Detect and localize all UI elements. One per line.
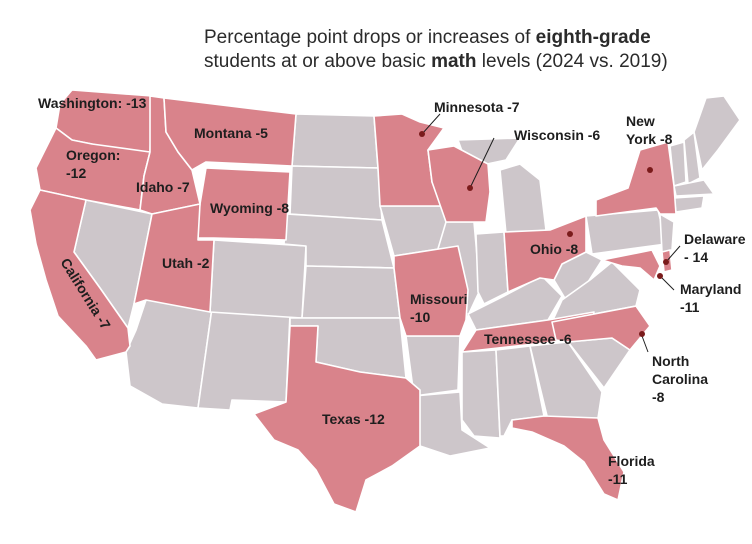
state-new-york [595,141,677,217]
state-north-dakota [291,113,379,169]
state-texas [253,325,421,513]
state-florida [511,415,625,501]
state-north-carolina [551,305,651,351]
label-north-carolina-3: -8 [652,389,665,405]
state-wisconsin [427,145,491,223]
title-bold-2: math [431,51,477,72]
state-maine [693,95,741,171]
state-montana [163,97,297,171]
label-florida-1: Florida [608,453,655,469]
label-texas: Texas -12 [322,411,385,427]
title-bold-1: eighth-grade [535,27,651,48]
state-kansas [301,265,401,319]
label-montana: Montana -5 [194,125,268,141]
markers [419,113,681,353]
label-florida-2: -11 [608,471,628,487]
maryland-leader [659,275,675,291]
label-new-york-2: York -8 [626,131,673,147]
ohio-dot [567,231,573,237]
state-california [29,189,131,361]
state-pennsylvania [585,209,667,255]
new-york-dot [647,167,653,173]
state-mississippi [461,349,501,439]
label-wyoming: Wyoming -8 [210,200,289,216]
state-south-dakota [289,165,383,221]
wisconsin-dot [467,185,473,191]
state-massachusetts [673,179,715,197]
title-part-1: Percentage point drops or increases of [204,27,536,48]
minnesota-dot [419,131,425,137]
label-delaware-1: Delaware [684,231,746,247]
gray-states [73,95,741,457]
label-idaho: Idaho -7 [136,179,190,195]
state-georgia [529,341,603,421]
label-oregon-1: Oregon: [66,147,120,163]
label-oregon-2: -12 [66,165,86,181]
label-utah: Utah -2 [162,255,210,271]
label-new-york-1: New [626,113,655,129]
label-washington: Washington: -13 [38,95,147,111]
state-new-jersey [659,213,675,253]
label-tennessee: Tennessee -6 [484,331,572,347]
title-part-3: levels (2024 vs. 2019) [476,51,668,72]
maryland-dot [657,273,663,279]
state-maryland [601,249,661,281]
minnesota-leader [421,113,441,135]
state-connecticut-ri [673,195,705,213]
label-north-carolina-1: North [652,353,689,369]
label-maryland-2: -11 [680,299,700,315]
north-carolina-leader [641,335,649,353]
map-title: Percentage point drops or increases of e… [204,26,724,74]
label-missouri-1: Missouri [410,291,468,307]
delaware-leader [665,245,681,263]
label-wisconsin: Wisconsin -6 [514,127,600,143]
state-arizona [125,299,213,409]
title-part-2: students at or above basic [204,51,432,72]
state-utah [133,203,215,313]
state-missouri [393,245,469,337]
state-ohio [503,215,587,293]
wisconsin-leader [469,137,495,189]
state-colorado [209,239,307,319]
label-minnesota: Minnesota -7 [434,99,520,115]
north-carolina-dot [639,331,645,337]
label-ohio: Ohio -8 [530,241,578,257]
label-maryland-1: Maryland [680,281,741,297]
state-new-hampshire [683,131,701,185]
state-new-mexico [197,307,291,411]
label-delaware-2: - 14 [684,249,708,265]
label-missouri-2: -10 [410,309,430,325]
delaware-dot [663,259,669,265]
state-indiana [475,231,509,305]
label-north-carolina-2: Carolina [652,371,708,387]
